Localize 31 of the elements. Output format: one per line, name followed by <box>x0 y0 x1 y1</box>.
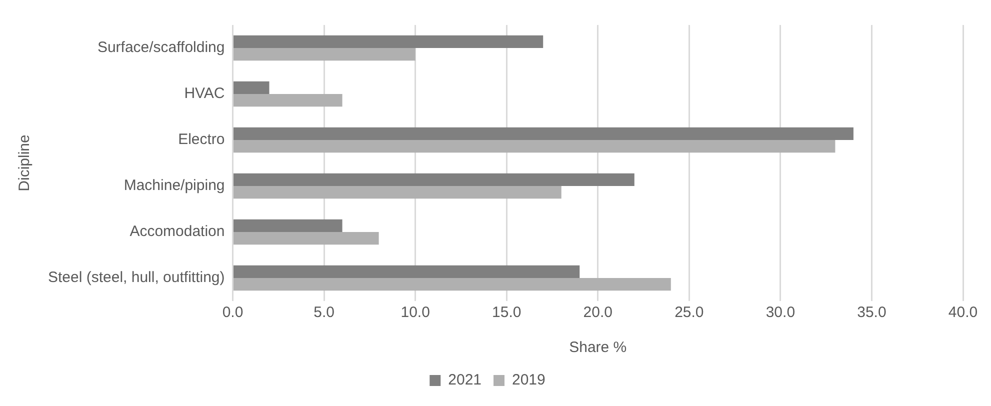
x-tick-label: 5.0 <box>314 304 334 322</box>
y-tick-label: Machine/piping <box>124 177 225 194</box>
bar <box>234 81 270 94</box>
bar <box>234 173 634 186</box>
y-tick-label: Electro <box>178 131 225 148</box>
bar <box>234 232 379 245</box>
bar <box>234 35 544 48</box>
bar <box>234 219 342 232</box>
bar <box>234 48 416 61</box>
y-axis-title: Dicipline <box>16 134 34 192</box>
y-tick-label: Steel (steel, hull, outfitting) <box>48 269 225 286</box>
x-tick-label: 20.0 <box>583 304 612 322</box>
x-tick-label: 35.0 <box>857 304 886 322</box>
x-tick-label: 10.0 <box>400 304 430 322</box>
bar <box>234 140 836 153</box>
x-tick-label: 25.0 <box>674 304 704 322</box>
bar <box>234 265 580 278</box>
y-tick-label: HVAC <box>184 85 225 102</box>
legend-label: 2019 <box>512 372 546 389</box>
y-tick-label: Surface/scaffolding <box>97 39 225 56</box>
bar <box>234 278 671 291</box>
x-tick-label: 15.0 <box>492 304 522 322</box>
legend-label: 2021 <box>448 372 482 389</box>
bar <box>234 186 562 199</box>
bar <box>234 94 342 107</box>
x-tick-label: 0.0 <box>222 304 244 322</box>
x-tick-label: 30.0 <box>766 304 796 322</box>
x-tick-label: 40.0 <box>948 304 978 322</box>
bar <box>234 127 854 140</box>
y-tick-label: Accomodation <box>130 223 225 240</box>
x-axis-title: Share % <box>569 339 627 356</box>
